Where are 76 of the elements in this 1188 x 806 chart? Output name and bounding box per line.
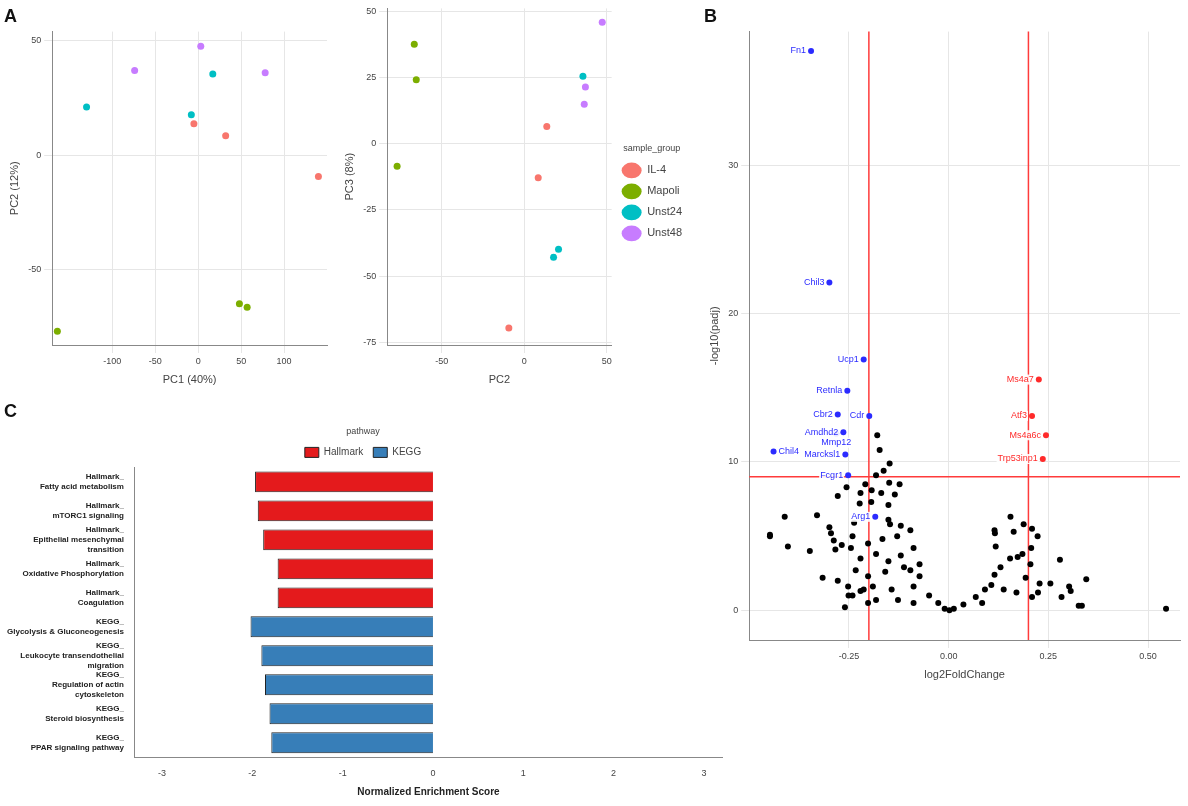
y-tick-label: Hallmark_ Fatty acid metabolism <box>39 472 125 491</box>
x-tick-label: 0.00 <box>939 650 958 661</box>
x-tick-label: -100 <box>103 355 122 366</box>
legend-title: pathway <box>346 425 381 436</box>
legend-label: KEGG <box>392 446 422 458</box>
annotation: Fn1 <box>790 45 807 56</box>
y-tick-label: Hallmark_ mTORC1 signaling <box>52 501 125 520</box>
legend-label: Hallmark <box>323 446 365 458</box>
y-tick-label: KEGG_ PPAR signaling pathway <box>30 733 125 752</box>
legend-label: Mapoli <box>647 184 680 197</box>
annotation: Retnla <box>816 385 843 396</box>
y-tick-label: Hallmark_ Epithelial mesenchymal transition <box>33 525 125 554</box>
x-tick-label: 2 <box>611 768 617 779</box>
y-tick-label: -50 <box>28 263 42 274</box>
annotation: Ms4a6c <box>1009 429 1042 440</box>
y-tick-label: 0 <box>36 149 42 160</box>
x-tick-label: 100 <box>276 355 292 366</box>
x-axis-title: Normalized Enrichment Score <box>357 785 501 797</box>
y-tick-label: KEGG_ Leukocyte transendothelial migration <box>20 641 125 670</box>
annotation: Mmp12 <box>821 437 852 448</box>
x-axis-title: log2FoldChange <box>924 668 1005 681</box>
x-tick-label: 0.25 <box>1039 650 1058 661</box>
x-tick-label: 0.50 <box>1139 650 1157 661</box>
annotation: Marcksl1 <box>804 449 841 459</box>
annotation: Arg1 <box>851 511 871 522</box>
x-tick-label: -1 <box>338 768 347 779</box>
x-tick-label: 0 <box>195 355 201 366</box>
y-tick-label: -25 <box>363 204 377 215</box>
annotation: Ms4a7 <box>1006 374 1034 385</box>
y-axis-title: -log10(padj) <box>707 306 720 366</box>
y-tick-label: 0 <box>371 138 377 149</box>
y-tick-label: 25 <box>366 71 377 82</box>
legend-label: Unst48 <box>647 226 683 239</box>
annotation: Atf3 <box>1011 410 1028 421</box>
y-tick-label: 50 <box>31 35 42 46</box>
x-tick-label: -50 <box>148 355 162 366</box>
y-tick-label: Hallmark_ Coagulation <box>77 588 125 607</box>
y-tick-label: 0 <box>733 604 739 615</box>
y-axis-title: PC2 (12%) <box>7 161 20 216</box>
x-tick-label: 1 <box>520 768 526 779</box>
annotation: Amdhd2 <box>804 426 839 437</box>
x-tick-label: -50 <box>435 355 449 366</box>
y-tick-label: KEGG_ Steroid biosynthesis <box>45 704 125 723</box>
legend-label: Unst24 <box>647 205 683 218</box>
annotation: Fcgr1 <box>820 469 844 480</box>
x-tick-label: -2 <box>248 768 257 779</box>
x-axis-title: PC2 <box>488 373 511 386</box>
y-tick-label: Hallmark_ Oxidative Phosphorylation <box>22 559 125 578</box>
legend-label: IL-4 <box>647 163 667 176</box>
chart-title: A <box>4 5 17 26</box>
legend-title: sample_group <box>623 143 681 154</box>
x-tick-label: 0 <box>521 355 527 366</box>
annotation: Cbr2 <box>813 408 833 419</box>
y-tick-label: 50 <box>366 5 377 16</box>
y-tick-label: 30 <box>728 159 739 170</box>
y-axis-title: PC3 (8%) <box>342 152 355 201</box>
annotation: Chil4 <box>778 446 800 457</box>
x-axis-title: PC1 (40%) <box>162 373 217 386</box>
chart-title: C <box>4 400 17 421</box>
chart-title: B <box>704 5 717 26</box>
x-tick-label: -0.25 <box>838 650 860 661</box>
x-tick-label: 50 <box>236 355 247 366</box>
annotation: Chil3 <box>803 276 825 287</box>
x-tick-label: -3 <box>158 768 167 779</box>
annotation: Cdr <box>849 410 865 421</box>
y-tick-label: -50 <box>363 270 377 281</box>
y-tick-label: 10 <box>728 456 739 467</box>
x-tick-label: 0 <box>430 768 436 779</box>
y-tick-label: 20 <box>728 308 739 319</box>
annotation: Trp53inp1 <box>997 453 1038 464</box>
y-tick-label: KEGG_ Regulation of actin cytoskeleton <box>51 670 125 699</box>
y-tick-label: KEGG_ Glycolysis & Gluconeogenesis <box>6 617 125 636</box>
x-tick-label: 3 <box>701 768 707 779</box>
y-tick-label: -75 <box>363 336 377 347</box>
annotation: Ucp1 <box>837 354 859 365</box>
x-tick-label: 50 <box>601 355 612 366</box>
